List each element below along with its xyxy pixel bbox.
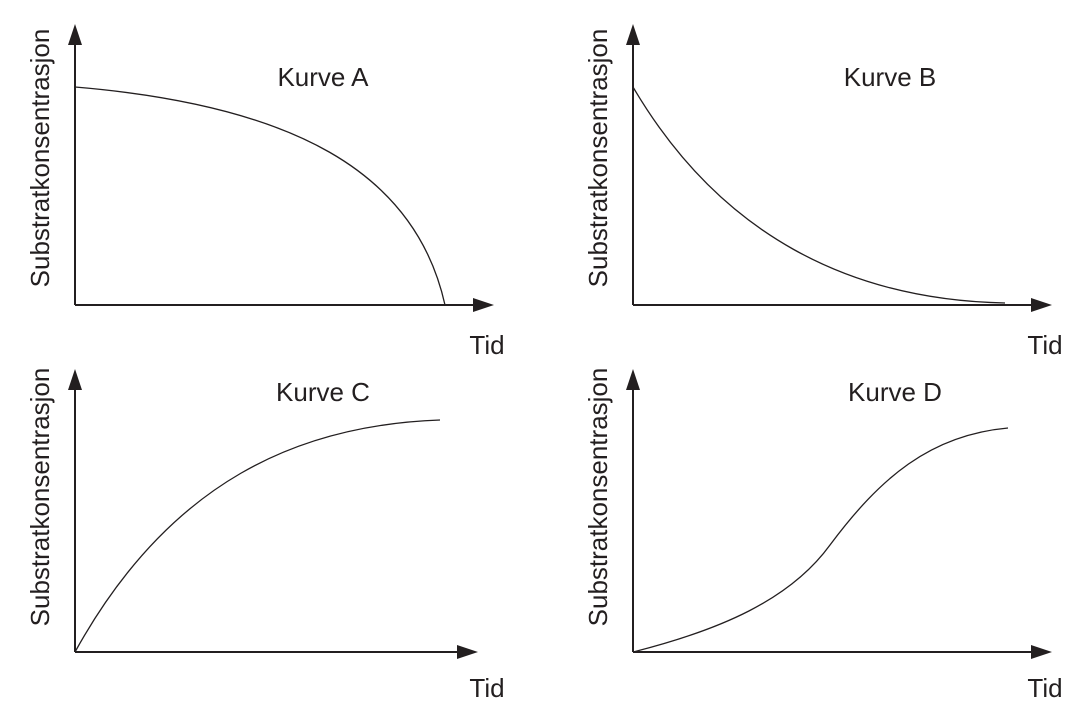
- panel-title: Kurve A: [277, 62, 369, 92]
- panel-d: Kurve D Tid Substratkonsentrasjon: [583, 368, 1063, 703]
- arrowheads: [626, 369, 1052, 659]
- panel-title: Kurve C: [276, 377, 370, 407]
- panel-title: Kurve D: [848, 377, 942, 407]
- panel-b: Kurve B Tid Substratkonsentrasjon: [583, 24, 1063, 360]
- curve: [632, 427, 1009, 653]
- y-axis-label: Substratkonsentrasjon: [583, 29, 613, 288]
- arrowheads: [68, 369, 478, 659]
- curve: [632, 86, 1006, 304]
- axes: [632, 385, 1036, 653]
- y-axis-label: Substratkonsentrasjon: [25, 29, 55, 288]
- y-axis-label: Substratkonsentrasjon: [25, 368, 55, 627]
- panel-c: Kurve C Tid Substratkonsentrasjon: [25, 368, 505, 703]
- panel-a: Kurve A Tid Substratkonsentrasjon: [25, 24, 505, 360]
- y-axis-label: Substratkonsentrasjon: [583, 368, 613, 627]
- x-axis-label: Tid: [469, 673, 504, 703]
- axes: [74, 385, 462, 653]
- panel-title: Kurve B: [844, 62, 937, 92]
- x-axis-label: Tid: [1027, 673, 1062, 703]
- axes: [632, 40, 1036, 306]
- arrowheads: [626, 24, 1052, 312]
- axes: [74, 40, 478, 306]
- x-axis-label: Tid: [1027, 330, 1062, 360]
- x-axis-label: Tid: [469, 330, 504, 360]
- curve: [74, 86, 446, 306]
- curve: [74, 419, 441, 653]
